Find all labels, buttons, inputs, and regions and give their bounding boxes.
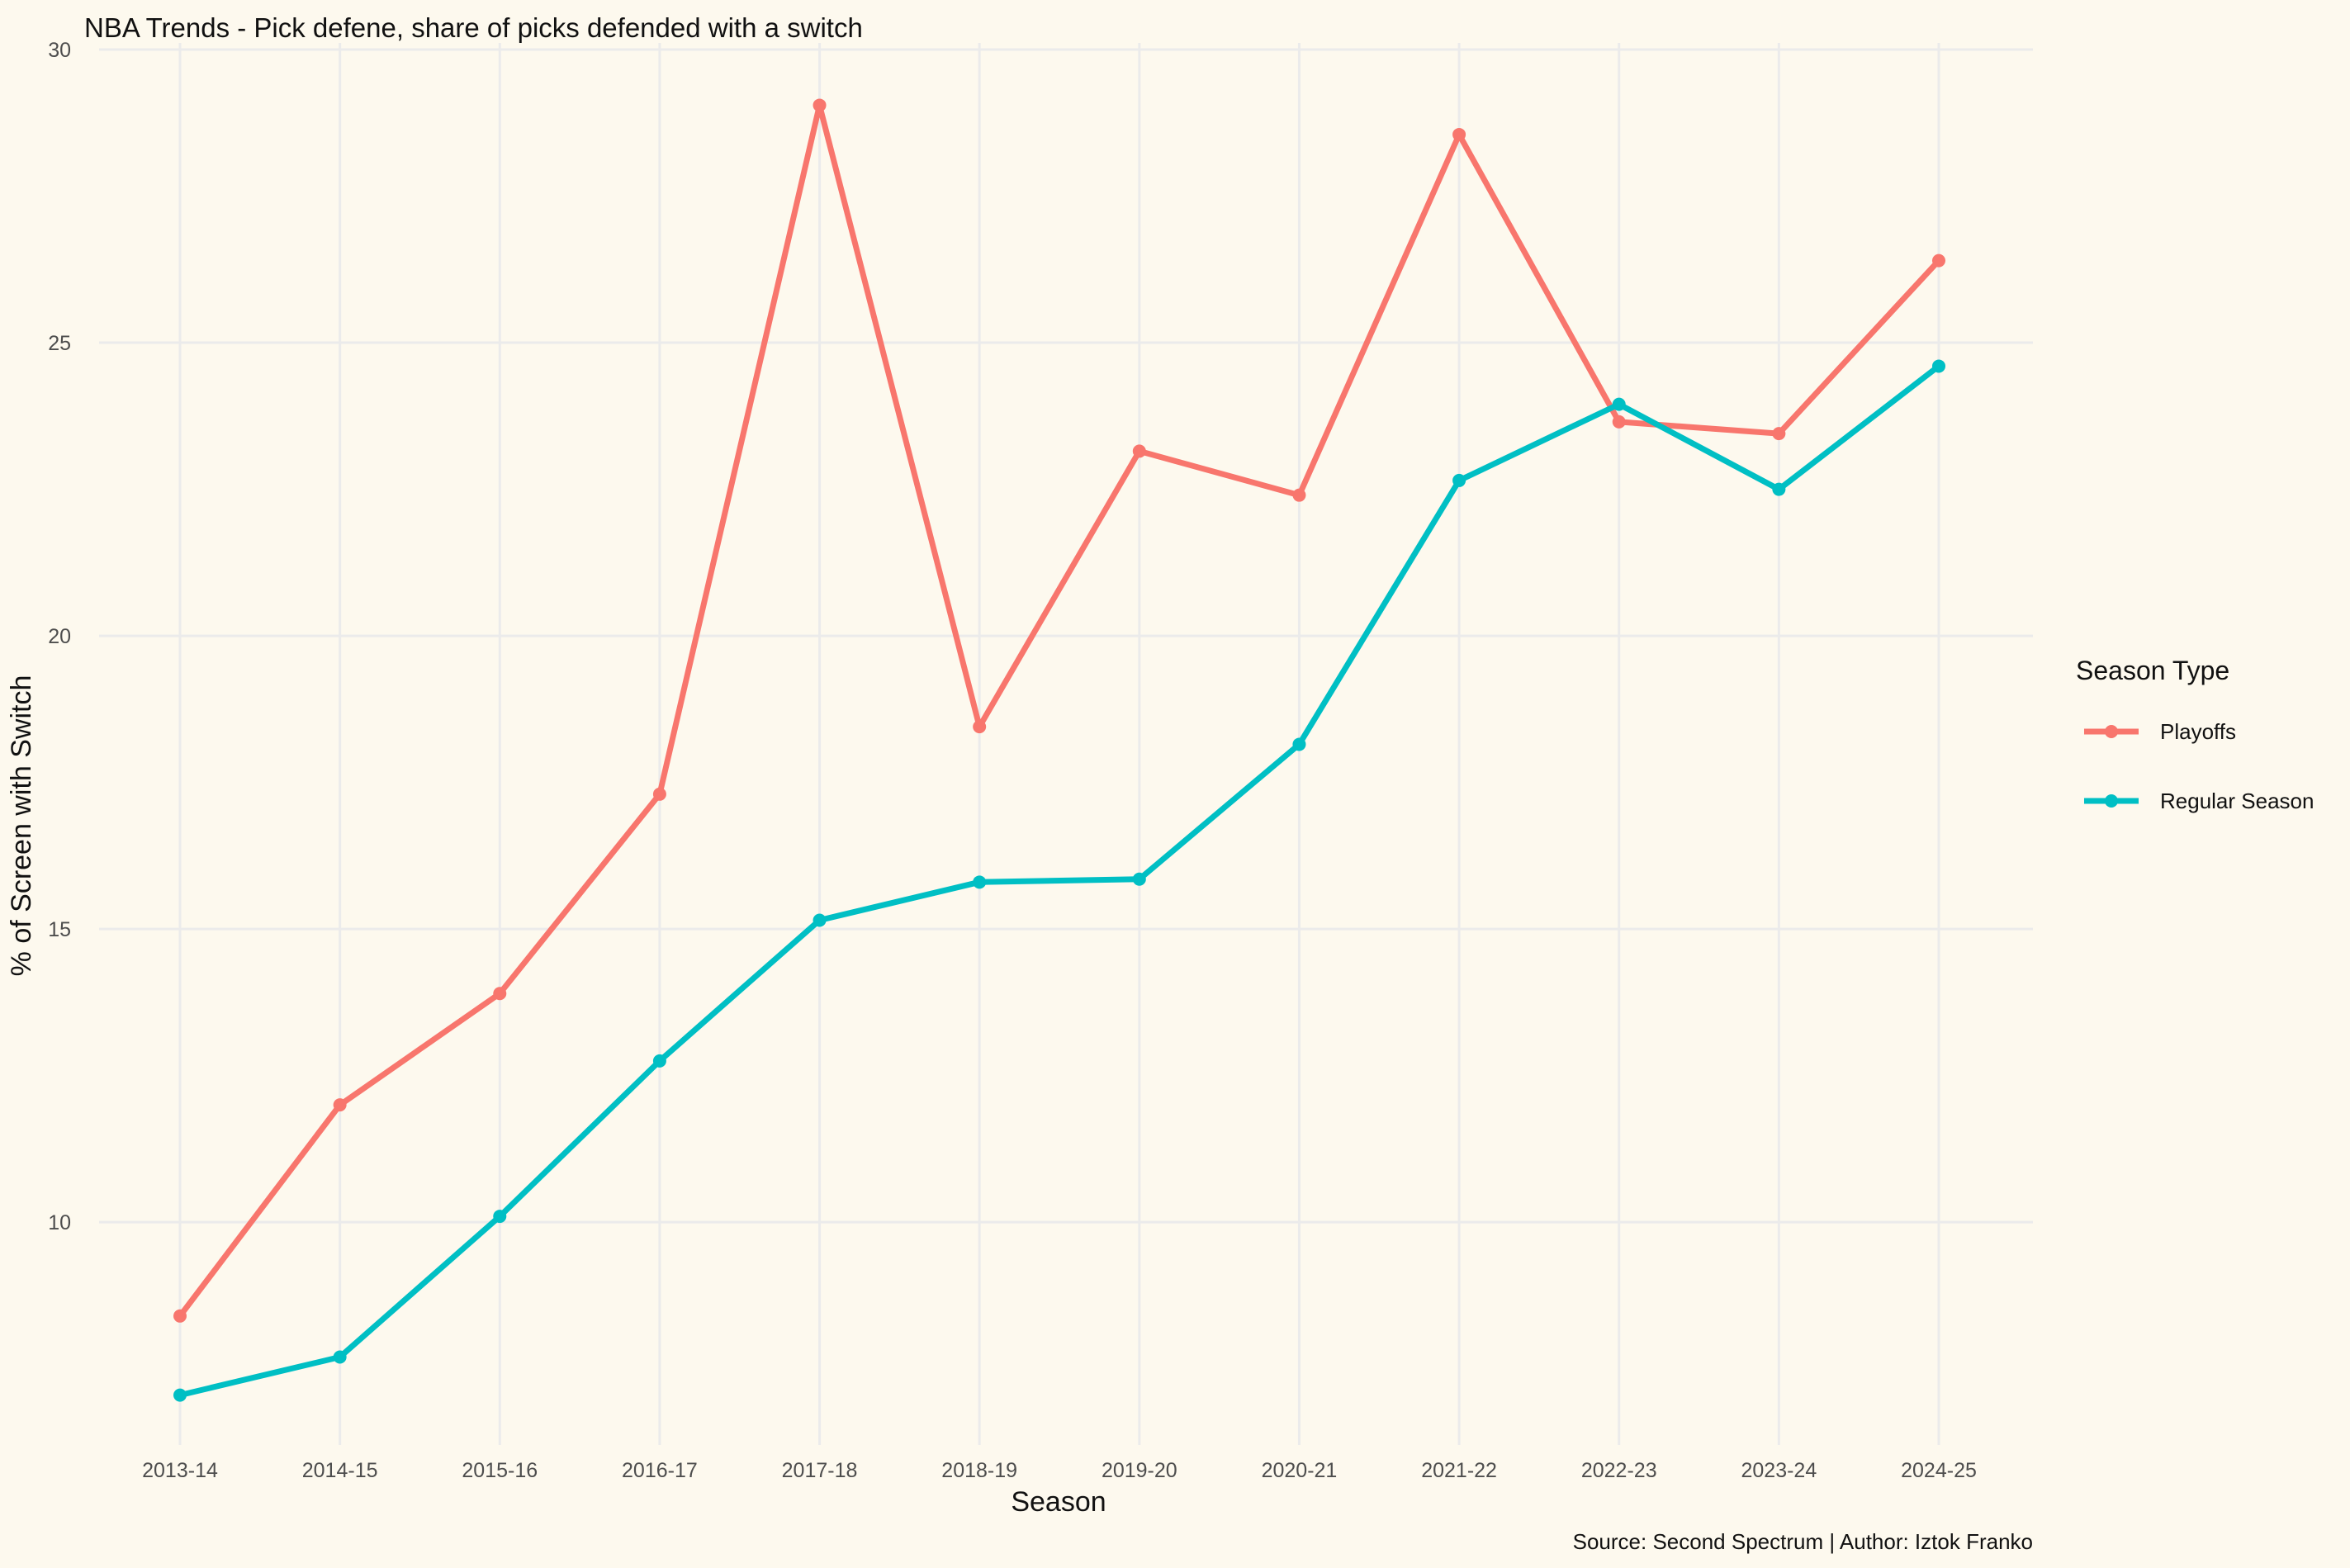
legend-title: Season Type (2076, 656, 2229, 685)
chart-caption: Source: Second Spectrum | Author: Iztok … (1573, 1529, 2033, 1554)
y-tick-label: 15 (48, 918, 71, 941)
data-point (333, 1350, 347, 1364)
data-point (1452, 127, 1466, 141)
x-tick-label: 2016-17 (622, 1459, 698, 1482)
chart-title: NBA Trends - Pick defene, share of picks… (84, 12, 863, 43)
y-tick-label: 20 (48, 625, 71, 648)
data-point (493, 1210, 507, 1224)
x-axis-title: Season (1011, 1486, 1106, 1518)
legend-items: Playoffs Regular Season (2084, 719, 2314, 813)
legend-label: Regular Season (2160, 789, 2314, 813)
data-point (173, 1388, 187, 1402)
data-point (813, 98, 827, 112)
series-line-regular-season (177, 362, 1942, 1399)
y-axis-title: % of Screen with Switch (6, 675, 37, 977)
legend-key-point (2105, 725, 2118, 738)
data-point (1612, 415, 1626, 429)
tick-labels: 2013-14 2014-15 2015-16 2016-17 2017-18 2018-… (48, 39, 1977, 1482)
series-lines (177, 102, 1942, 1399)
x-tick-label: 2020-21 (1262, 1459, 1338, 1482)
legend: Season Type Playoffs Regular Season (2076, 656, 2314, 813)
series-line-playoffs (177, 102, 1942, 1319)
x-tick-label: 2017-18 (782, 1459, 858, 1482)
x-tick-label: 2022-23 (1581, 1459, 1657, 1482)
data-point (1292, 737, 1306, 751)
x-tick-label: 2021-22 (1421, 1459, 1497, 1482)
data-point (173, 1309, 187, 1323)
data-point (493, 987, 507, 1001)
x-tick-label: 2015-16 (462, 1459, 538, 1482)
data-point (1292, 488, 1306, 502)
data-point (1612, 397, 1626, 411)
data-point (973, 875, 987, 889)
x-tick-label: 2018-19 (941, 1459, 1017, 1482)
legend-key-point (2105, 794, 2118, 808)
x-tick-label: 2019-20 (1102, 1459, 1177, 1482)
data-point (1932, 359, 1945, 373)
data-point (652, 1054, 666, 1068)
data-point (1132, 872, 1146, 886)
data-point (1132, 444, 1146, 458)
y-tick-label: 10 (48, 1211, 71, 1234)
series-points (173, 98, 1945, 1402)
y-tick-label: 25 (48, 332, 71, 355)
gridlines (99, 43, 2033, 1445)
x-tick-label: 2014-15 (302, 1459, 378, 1482)
x-tick-label: 2013-14 (142, 1459, 218, 1482)
data-point (1772, 427, 1786, 441)
y-tick-label: 30 (48, 39, 71, 62)
data-point (1772, 482, 1786, 496)
x-tick-label: 2024-25 (1901, 1459, 1977, 1482)
data-point (813, 913, 827, 927)
data-point (973, 720, 987, 734)
legend-label: Playoffs (2160, 719, 2236, 744)
data-point (333, 1098, 347, 1112)
data-point (1932, 253, 1945, 268)
data-point (1452, 473, 1466, 487)
data-point (652, 787, 666, 801)
x-tick-label: 2023-24 (1741, 1459, 1817, 1482)
